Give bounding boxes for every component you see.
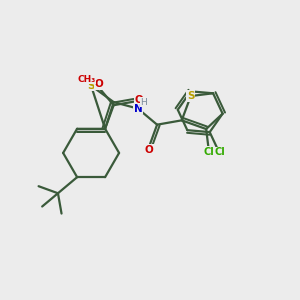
Text: S: S [187,91,194,101]
Text: N: N [134,103,142,114]
Text: Cl: Cl [203,147,214,157]
Text: O: O [94,80,103,89]
Text: O: O [144,145,153,155]
Text: S: S [87,81,95,91]
Text: CH₃: CH₃ [77,75,96,84]
Text: Cl: Cl [215,147,226,158]
Text: O: O [135,95,144,105]
Text: H: H [140,98,147,106]
